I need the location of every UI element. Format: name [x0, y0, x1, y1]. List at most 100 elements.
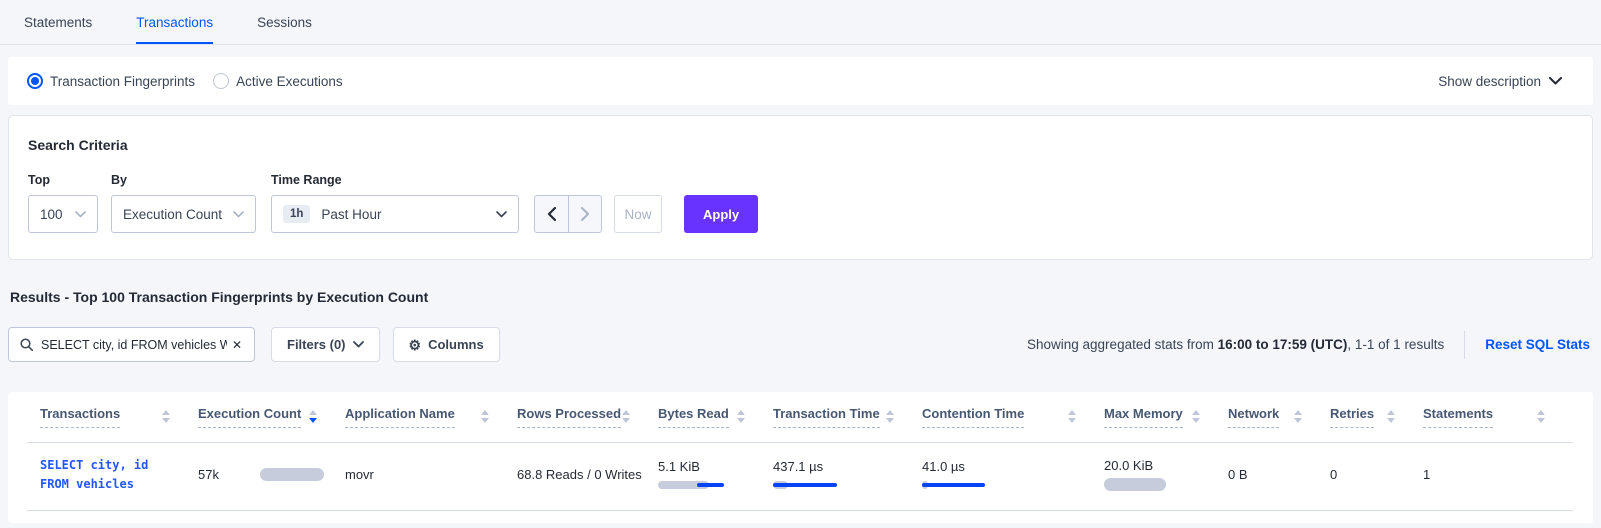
contention-time-value: 41.0 µs	[922, 459, 965, 475]
cell-application-name: movr	[345, 467, 517, 482]
max-memory-bar	[1104, 478, 1166, 492]
cell-contention-time: 41.0 µs	[922, 459, 1104, 490]
stats-time-range: 16:00 to 17:59 (UTC)	[1217, 337, 1348, 352]
column-label[interactable]: Contention Time	[922, 406, 1025, 428]
columns-button-label: Columns	[428, 337, 484, 352]
reset-sql-stats-link[interactable]: Reset SQL Stats	[1485, 337, 1590, 352]
cell-execution-count: 57k	[198, 467, 345, 482]
search-criteria-title: Search Criteria	[28, 137, 128, 153]
sort-toggle-icon[interactable]	[162, 406, 170, 423]
previous-time-range-button[interactable]	[535, 196, 568, 232]
column-label[interactable]: Max Memory	[1104, 406, 1183, 428]
top-select[interactable]: 100	[28, 195, 98, 233]
column-header-contention-time: Contention Time	[922, 406, 1104, 442]
by-group: By Execution Count	[111, 173, 256, 233]
column-label[interactable]: Transactions	[40, 406, 121, 428]
view-mode-strip: Transaction Fingerprints Active Executio…	[8, 57, 1593, 105]
tab-transactions[interactable]: Transactions	[136, 0, 214, 44]
search-icon	[20, 338, 33, 351]
column-label[interactable]: Execution Count	[198, 406, 302, 428]
sort-toggle-icon[interactable]	[1192, 406, 1200, 423]
sort-toggle-icon[interactable]	[886, 406, 894, 423]
chevron-down-icon	[352, 341, 364, 348]
show-description-toggle[interactable]: Show description	[1438, 74, 1574, 89]
filters-button-label: Filters (0)	[287, 337, 346, 352]
radio-transaction-fingerprints[interactable]: Transaction Fingerprints	[27, 73, 195, 89]
column-header-transaction-time: Transaction Time	[773, 406, 922, 442]
sort-toggle-icon-active-desc[interactable]	[309, 406, 317, 423]
cell-max-memory: 20.0 KiB	[1104, 458, 1228, 492]
sort-toggle-icon[interactable]	[737, 406, 745, 423]
chevron-down-icon	[233, 210, 244, 217]
search-criteria-controls: Top 100 By Execution Count Time Range 1h…	[28, 173, 1573, 233]
transaction-time-value: 437.1 µs	[773, 459, 824, 475]
filters-button[interactable]: Filters (0)	[271, 327, 380, 362]
cell-rows-processed: 68.8 Reads / 0 Writes	[517, 467, 658, 482]
column-label[interactable]: Network	[1228, 406, 1280, 428]
application-name-value: movr	[345, 467, 374, 483]
column-label[interactable]: Rows Processed	[517, 406, 622, 428]
statements-value: 1	[1423, 467, 1431, 483]
sort-toggle-icon[interactable]	[622, 406, 630, 423]
results-heading: Results - Top 100 Transaction Fingerprin…	[10, 289, 429, 305]
sort-toggle-icon[interactable]	[1387, 406, 1395, 423]
now-button[interactable]: Now	[614, 195, 662, 233]
column-header-rows-processed: Rows Processed	[517, 406, 658, 442]
page-tabbar: Statements Transactions Sessions	[0, 0, 1601, 45]
cell-transaction-fingerprint: SELECT city, id FROM vehicles	[27, 456, 198, 493]
chevron-down-icon	[75, 210, 86, 217]
stats-prefix: Showing aggregated stats from	[1027, 337, 1218, 352]
column-header-transactions: Transactions	[27, 406, 198, 442]
by-select-value: Execution Count	[123, 206, 223, 222]
radio-active-executions[interactable]: Active Executions	[213, 73, 343, 89]
sort-toggle-icon[interactable]	[1068, 406, 1076, 423]
sort-toggle-icon[interactable]	[1294, 406, 1302, 423]
time-range-select[interactable]: 1h Past Hour	[271, 195, 519, 233]
transaction-fingerprint-link[interactable]: SELECT city, id FROM vehicles	[40, 456, 198, 493]
stats-suffix: , 1-1 of 1 results	[1347, 337, 1445, 352]
search-box[interactable]: ✕	[8, 327, 255, 362]
columns-button[interactable]: ⚙ Columns	[392, 327, 500, 362]
column-label[interactable]: Application Name	[345, 406, 455, 428]
execution-count-bar	[259, 468, 324, 482]
cell-transaction-time: 437.1 µs	[773, 459, 922, 490]
results-toolbar: ✕ Filters (0) ⚙ Columns Showing aggregat…	[8, 327, 1593, 362]
time-range-nav-group	[534, 195, 602, 233]
max-memory-value: 20.0 KiB	[1104, 458, 1154, 474]
table-row: SELECT city, id FROM vehicles 57k movr 6…	[27, 443, 1573, 512]
apply-button[interactable]: Apply	[684, 195, 759, 233]
by-select[interactable]: Execution Count	[111, 195, 256, 233]
by-label: By	[111, 173, 127, 187]
sql-line-1: SELECT city, id	[40, 458, 149, 472]
search-input[interactable]	[41, 337, 227, 352]
time-range-value: Past Hour	[321, 206, 382, 222]
sort-toggle-icon[interactable]	[481, 406, 489, 423]
column-label[interactable]: Bytes Read	[658, 406, 729, 428]
cell-statements: 1	[1423, 467, 1573, 482]
contention-time-bar	[922, 481, 1104, 490]
rows-processed-value: 68.8 Reads / 0 Writes	[517, 467, 642, 483]
table-header-row: Transactions Execution Count Application…	[27, 404, 1573, 443]
column-label[interactable]: Statements	[1423, 406, 1494, 428]
top-label: Top	[28, 173, 50, 187]
column-label[interactable]: Transaction Time	[773, 406, 880, 428]
column-header-network: Network	[1228, 406, 1330, 442]
next-time-range-button[interactable]	[568, 196, 601, 232]
column-header-statements: Statements	[1423, 406, 1573, 442]
top-group: Top 100	[28, 173, 98, 233]
column-header-max-memory: Max Memory	[1104, 406, 1228, 442]
cell-network: 0 B	[1228, 467, 1330, 482]
network-value: 0 B	[1228, 467, 1248, 483]
column-header-bytes-read: Bytes Read	[658, 406, 773, 442]
sort-toggle-icon[interactable]	[1537, 406, 1545, 423]
toolbar-divider	[1464, 330, 1466, 359]
tab-sessions[interactable]: Sessions	[257, 14, 312, 30]
clear-search-icon[interactable]: ✕	[231, 337, 242, 352]
column-label[interactable]: Retries	[1330, 406, 1375, 428]
tab-statements[interactable]: Statements	[24, 14, 93, 30]
bytes-read-value: 5.1 KiB	[658, 459, 700, 475]
time-range-group: Time Range 1h Past Hour	[271, 173, 519, 233]
transactions-table: Transactions Execution Count Application…	[8, 392, 1593, 524]
column-header-application-name: Application Name	[345, 406, 517, 442]
radio-fingerprints-label: Transaction Fingerprints	[50, 73, 196, 89]
